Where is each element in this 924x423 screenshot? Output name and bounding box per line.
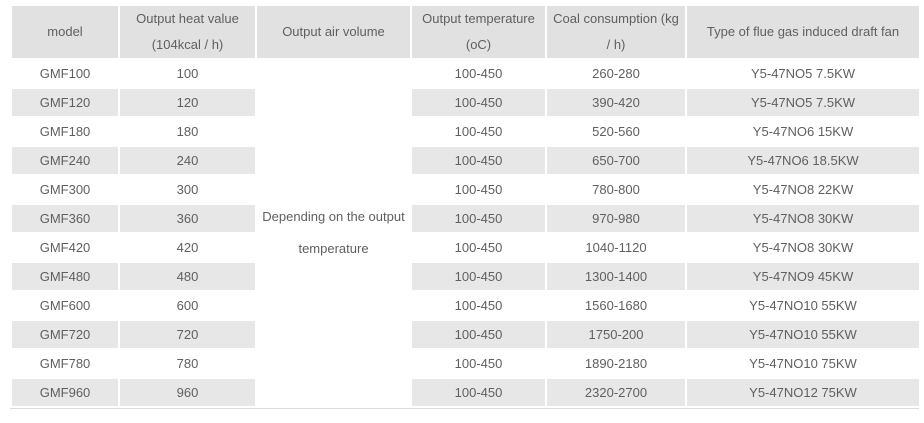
header-output-air-volume: Output air volume bbox=[255, 4, 412, 60]
table-row: GMF600 600 100-450 1560-1680 Y5-47NO10 5… bbox=[10, 290, 921, 321]
model-cell: GMF240 bbox=[10, 145, 120, 176]
model-cell: GMF100 bbox=[10, 58, 120, 89]
fan-type-cell: Y5-47NO12 75KW bbox=[685, 377, 921, 408]
temperature-cell: 100-450 bbox=[410, 145, 547, 176]
fan-type-cell: Y5-47NO5 7.5KW bbox=[685, 58, 921, 89]
heat-value-cell: 600 bbox=[118, 290, 257, 321]
coal-consumption-cell: 1560-1680 bbox=[545, 290, 687, 321]
spec-table-wrapper: model Output heat value (104kcal / h) Ou… bbox=[10, 4, 921, 409]
coal-consumption-cell: 1300-1400 bbox=[545, 261, 687, 292]
fan-type-cell: Y5-47NO10 55KW bbox=[685, 290, 921, 321]
heat-value-cell: 300 bbox=[118, 174, 257, 205]
coal-consumption-cell: 390-420 bbox=[545, 87, 687, 118]
table-row: GMF180 180 100-450 520-560 Y5-47NO6 15KW bbox=[10, 116, 921, 147]
heat-value-cell: 360 bbox=[118, 203, 257, 234]
temperature-cell: 100-450 bbox=[410, 203, 547, 234]
fan-type-cell: Y5-47NO10 55KW bbox=[685, 319, 921, 350]
fan-type-cell: Y5-47NO10 75KW bbox=[685, 348, 921, 379]
table-row: GMF240 240 100-450 650-700 Y5-47NO6 18.5… bbox=[10, 145, 921, 176]
table-row: GMF780 780 100-450 1890-2180 Y5-47NO10 7… bbox=[10, 348, 921, 379]
heat-value-cell: 960 bbox=[118, 377, 257, 408]
fan-type-cell: Y5-47NO8 30KW bbox=[685, 203, 921, 234]
fan-type-cell: Y5-47NO6 15KW bbox=[685, 116, 921, 147]
model-cell: GMF300 bbox=[10, 174, 120, 205]
temperature-cell: 100-450 bbox=[410, 116, 547, 147]
coal-consumption-cell: 1040-1120 bbox=[545, 232, 687, 263]
coal-consumption-cell: 260-280 bbox=[545, 58, 687, 89]
temperature-cell: 100-450 bbox=[410, 87, 547, 118]
header-output-heat-value: Output heat value (104kcal / h) bbox=[118, 4, 257, 60]
temperature-cell: 100-450 bbox=[410, 290, 547, 321]
model-cell: GMF480 bbox=[10, 261, 120, 292]
model-cell: GMF720 bbox=[10, 319, 120, 350]
model-cell: GMF120 bbox=[10, 87, 120, 118]
model-cell: GMF960 bbox=[10, 377, 120, 408]
model-cell: GMF600 bbox=[10, 290, 120, 321]
table-row: GMF960 960 100-450 2320-2700 Y5-47NO12 7… bbox=[10, 377, 921, 408]
model-cell: GMF420 bbox=[10, 232, 120, 263]
heat-value-cell: 240 bbox=[118, 145, 257, 176]
coal-consumption-cell: 2320-2700 bbox=[545, 377, 687, 408]
spec-table: model Output heat value (104kcal / h) Ou… bbox=[10, 4, 921, 408]
model-cell: GMF780 bbox=[10, 348, 120, 379]
fan-type-cell: Y5-47NO5 7.5KW bbox=[685, 87, 921, 118]
table-row: GMF120 120 100-450 390-420 Y5-47NO5 7.5K… bbox=[10, 87, 921, 118]
fan-type-cell: Y5-47NO8 30KW bbox=[685, 232, 921, 263]
temperature-cell: 100-450 bbox=[410, 58, 547, 89]
heat-value-cell: 420 bbox=[118, 232, 257, 263]
table-row: GMF100 100 Depending on the output tempe… bbox=[10, 58, 921, 408]
header-model: model bbox=[10, 4, 120, 60]
header-output-temperature: Output temperature (oC) bbox=[410, 4, 547, 60]
header-row: model Output heat value (104kcal / h) Ou… bbox=[10, 4, 921, 60]
heat-value-cell: 780 bbox=[118, 348, 257, 379]
temperature-cell: 100-450 bbox=[410, 232, 547, 263]
fan-type-cell: Y5-47NO8 22KW bbox=[685, 174, 921, 205]
coal-consumption-cell: 1750-200 bbox=[545, 319, 687, 350]
coal-consumption-cell: 1890-2180 bbox=[545, 348, 687, 379]
coal-consumption-cell: 780-800 bbox=[545, 174, 687, 205]
heat-value-cell: 720 bbox=[118, 319, 257, 350]
model-cell: GMF360 bbox=[10, 203, 120, 234]
model-cell: GMF180 bbox=[10, 116, 120, 147]
coal-consumption-cell: 650-700 bbox=[545, 145, 687, 176]
table-row: GMF480 480 100-450 1300-1400 Y5-47NO9 45… bbox=[10, 261, 921, 292]
temperature-cell: 100-450 bbox=[410, 377, 547, 408]
header-fan-type: Type of flue gas induced draft fan bbox=[685, 4, 921, 60]
temperature-cell: 100-450 bbox=[410, 348, 547, 379]
coal-consumption-cell: 520-560 bbox=[545, 116, 687, 147]
table-row: GMF300 300 100-450 780-800 Y5-47NO8 22KW bbox=[10, 174, 921, 205]
table-row: GMF720 720 100-450 1750-200 Y5-47NO10 55… bbox=[10, 319, 921, 350]
heat-value-cell: 120 bbox=[118, 87, 257, 118]
fan-type-cell: Y5-47NO6 18.5KW bbox=[685, 145, 921, 176]
temperature-cell: 100-450 bbox=[410, 174, 547, 205]
heat-value-cell: 180 bbox=[118, 116, 257, 147]
fan-type-cell: Y5-47NO9 45KW bbox=[685, 261, 921, 292]
temperature-cell: 100-450 bbox=[410, 319, 547, 350]
table-row: GMF360 360 100-450 970-980 Y5-47NO8 30KW bbox=[10, 203, 921, 234]
header-coal-consumption: Coal consumption (kg / h) bbox=[545, 4, 687, 60]
table-row: GMF420 420 100-450 1040-1120 Y5-47NO8 30… bbox=[10, 232, 921, 263]
coal-consumption-cell: 970-980 bbox=[545, 203, 687, 234]
temperature-cell: 100-450 bbox=[410, 261, 547, 292]
heat-value-cell: 100 bbox=[118, 58, 257, 89]
heat-value-cell: 480 bbox=[118, 261, 257, 292]
air-volume-merged-cell: Depending on the output temperature bbox=[255, 58, 412, 408]
